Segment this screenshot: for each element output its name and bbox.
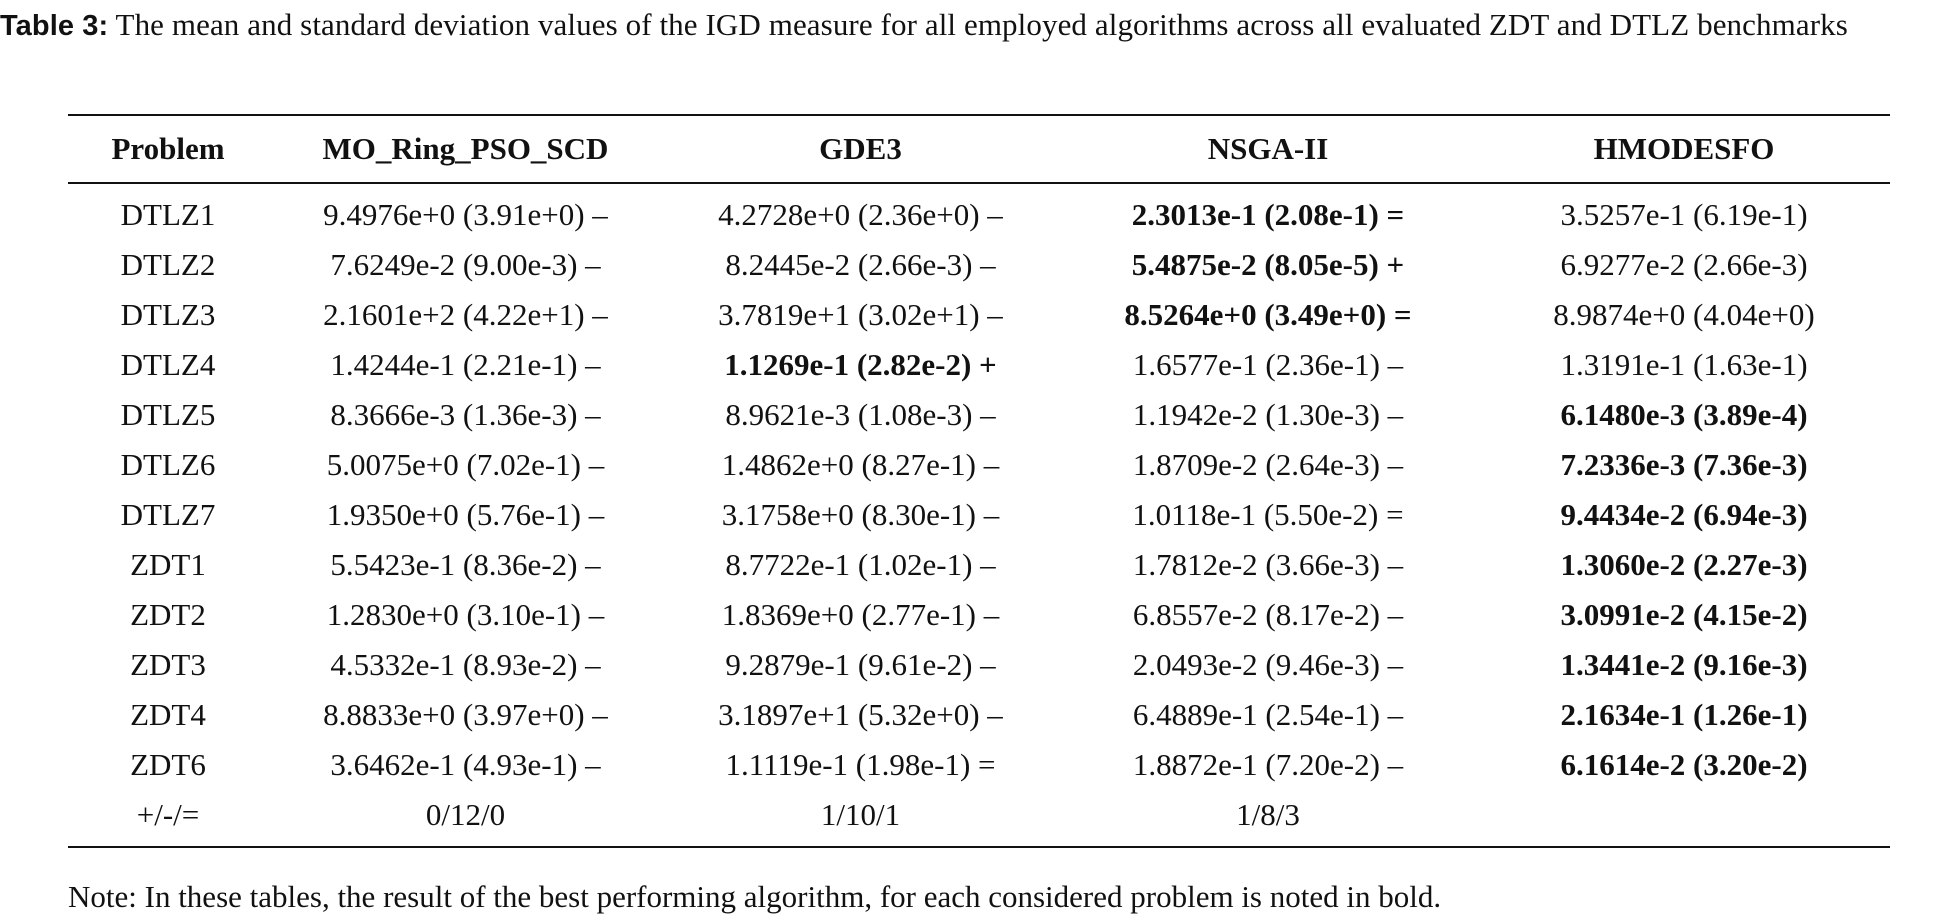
result-cell: 1.6577e-1 (2.36e-1) – — [1132, 347, 1404, 382]
table-note: Note: In these tables, the result of the… — [68, 879, 1442, 914]
caption-label: Table 3: — [0, 10, 109, 42]
result-cell: 6.8557e-2 (8.17e-2) – — [1132, 597, 1404, 632]
result-cell: 1.2830e+0 (3.10e-1) – — [326, 597, 605, 632]
problem-cell: DTLZ5 — [120, 397, 216, 432]
result-cell: 3.5257e-1 (6.19e-1) — [1560, 197, 1808, 232]
problem-cell: ZDT6 — [130, 747, 206, 782]
results-table-container: Problem MO_Ring_PSO_SCD GDE3 NSGA-II HMO… — [68, 114, 1890, 848]
table-row: DTLZ2 7.6249e-2 (9.00e-3) – 8.2445e-2 (2.6… — [68, 240, 1890, 290]
result-cell: 4.2728e+0 (2.36e+0) – — [718, 197, 1003, 232]
result-cell: 1.7812e-2 (3.66e-3) – — [1132, 547, 1404, 582]
result-cell: 7.6249e-2 (9.00e-3) – — [330, 247, 601, 282]
result-cell: 1.1942e-2 (1.30e-3) – — [1132, 397, 1404, 432]
result-cell: 2.1601e+2 (4.22e+1) – — [323, 297, 608, 332]
result-cell: 1.8709e-2 (2.64e-3) – — [1132, 447, 1404, 482]
caption-text: The mean and standard deviation values o… — [115, 7, 1848, 42]
result-cell: 1.3060e-2 (2.27e-3) — [1560, 547, 1808, 582]
result-cell: 3.1897e+1 (5.32e+0) – — [718, 697, 1003, 732]
result-cell: 1.3441e-2 (9.16e-3) — [1560, 647, 1808, 682]
table-row: DTLZ5 8.3666e-3 (1.36e-3) – 8.9621e-3 (1.0… — [68, 390, 1890, 440]
result-cell: 2.1634e-1 (1.26e-1) — [1560, 697, 1808, 732]
table-row: ZDT3 4.5332e-1 (8.93e-2) – 9.2879e-1 (9.61… — [68, 640, 1890, 690]
result-cell: 8.5264e+0 (3.49e+0) = — [1124, 297, 1412, 332]
result-cell: 1.4862e+0 (8.27e-1) – — [721, 447, 1000, 482]
result-cell: 8.8833e+0 (3.97e+0) – — [323, 697, 608, 732]
result-cell: 6.1480e-3 (3.89e-4) — [1560, 397, 1808, 432]
table-header-row: Problem MO_Ring_PSO_SCD GDE3 NSGA-II HMO… — [68, 115, 1890, 183]
result-cell: 3.0991e-2 (4.15e-2) — [1560, 597, 1808, 632]
result-cell: 5.5423e-1 (8.36e-2) – — [330, 547, 601, 582]
problem-cell: DTLZ4 — [120, 347, 216, 382]
problem-cell: DTLZ6 — [120, 447, 216, 482]
table-row: ZDT1 5.5423e-1 (8.36e-2) – 8.7722e-1 (1.02… — [68, 540, 1890, 590]
table-row: DTLZ3 2.1601e+2 (4.22e+1) – 3.7819e+1 (3.0… — [68, 290, 1890, 340]
problem-cell: DTLZ3 — [120, 297, 216, 332]
result-cell: 1.3191e-1 (1.63e-1) — [1560, 347, 1808, 382]
table-row: DTLZ4 1.4244e-1 (2.21e-1) – 1.1269e-1 (2.8… — [68, 340, 1890, 390]
result-cell: 8.2445e-2 (2.66e-3) – — [725, 247, 996, 282]
table-row: DTLZ1 9.4976e+0 (3.91e+0) – 4.2728e+0 (2.3… — [68, 183, 1890, 240]
result-cell: 1/10/1 — [820, 797, 901, 832]
problem-cell: DTLZ7 — [120, 497, 216, 532]
problem-cell: DTLZ1 — [120, 197, 216, 232]
result-cell: 1/8/3 — [1236, 797, 1300, 832]
result-cell: 2.0493e-2 (9.46e-3) – — [1132, 647, 1404, 682]
result-cell: 0/12/0 — [425, 797, 506, 832]
table-body: DTLZ1 9.4976e+0 (3.91e+0) – 4.2728e+0 (2.3… — [68, 183, 1890, 847]
problem-cell: ZDT2 — [130, 597, 206, 632]
result-cell: 3.6462e-1 (4.93e-1) – — [330, 747, 601, 782]
header-nsga-ii: NSGA-II — [1207, 131, 1329, 166]
result-cell: 6.9277e-2 (2.66e-3) — [1560, 247, 1808, 282]
result-cell: 9.2879e-1 (9.61e-2) – — [725, 647, 996, 682]
table-row: DTLZ7 1.9350e+0 (5.76e-1) – 3.1758e+0 (8.3… — [68, 490, 1890, 540]
result-cell: 4.5332e-1 (8.93e-2) – — [330, 647, 601, 682]
result-cell: 1.1269e-1 (2.82e-2) + — [724, 347, 997, 382]
result-cell: 8.3666e-3 (1.36e-3) – — [330, 397, 601, 432]
result-cell: 9.4976e+0 (3.91e+0) – — [323, 197, 608, 232]
table-row: DTLZ6 5.0075e+0 (7.02e-1) – 1.4862e+0 (8.2… — [68, 440, 1890, 490]
result-cell: 6.1614e-2 (3.20e-2) — [1560, 747, 1808, 782]
result-cell: 3.1758e+0 (8.30e-1) – — [721, 497, 1000, 532]
result-cell: 1.0118e-1 (5.50e-2) = — [1132, 497, 1404, 532]
table-row: ZDT6 3.6462e-1 (4.93e-1) – 1.1119e-1 (1.98… — [68, 740, 1890, 790]
result-cell: 8.9621e-3 (1.08e-3) – — [725, 397, 996, 432]
header-hmodesfo: HMODESFO — [1593, 131, 1775, 166]
header-mo-ring-pso-scd: MO_Ring_PSO_SCD — [322, 131, 609, 166]
result-cell: 1.4244e-1 (2.21e-1) – — [330, 347, 601, 382]
result-cell — [1478, 790, 1890, 847]
result-cell: 2.3013e-1 (2.08e-1) = — [1131, 197, 1405, 232]
result-cell: 1.9350e+0 (5.76e-1) – — [326, 497, 605, 532]
header-problem: Problem — [111, 131, 225, 166]
result-cell: 5.0075e+0 (7.02e-1) – — [326, 447, 605, 482]
result-cell: 1.1119e-1 (1.98e-1) = — [725, 747, 996, 782]
table-caption: Table 3: The mean and standard deviation… — [0, 0, 1958, 51]
result-cell: 5.4875e-2 (8.05e-5) + — [1131, 247, 1405, 282]
result-cell: 8.9874e+0 (4.04e+0) — [1553, 297, 1815, 332]
igd-results-table: Problem MO_Ring_PSO_SCD GDE3 NSGA-II HMO… — [68, 114, 1890, 848]
result-cell: 1.8369e+0 (2.77e-1) – — [721, 597, 1000, 632]
summary-row: +/-/= 0/12/0 1/10/1 1/8/3 — [68, 790, 1890, 847]
result-cell: 8.7722e-1 (1.02e-1) – — [725, 547, 996, 582]
problem-cell: DTLZ2 — [120, 247, 216, 282]
result-cell: 6.4889e-1 (2.54e-1) – — [1132, 697, 1404, 732]
problem-cell: +/-/= — [136, 797, 200, 832]
result-cell: 3.7819e+1 (3.02e+1) – — [718, 297, 1003, 332]
problem-cell: ZDT1 — [130, 547, 206, 582]
header-gde3: GDE3 — [819, 131, 902, 166]
result-cell: 9.4434e-2 (6.94e-3) — [1560, 497, 1808, 532]
problem-cell: ZDT4 — [130, 697, 206, 732]
result-cell: 1.8872e-1 (7.20e-2) – — [1132, 747, 1404, 782]
table-row: ZDT2 1.2830e+0 (3.10e-1) – 1.8369e+0 (2.77… — [68, 590, 1890, 640]
table-row: ZDT4 8.8833e+0 (3.97e+0) – 3.1897e+1 (5.32… — [68, 690, 1890, 740]
result-cell: 7.2336e-3 (7.36e-3) — [1560, 447, 1808, 482]
problem-cell: ZDT3 — [130, 647, 206, 682]
